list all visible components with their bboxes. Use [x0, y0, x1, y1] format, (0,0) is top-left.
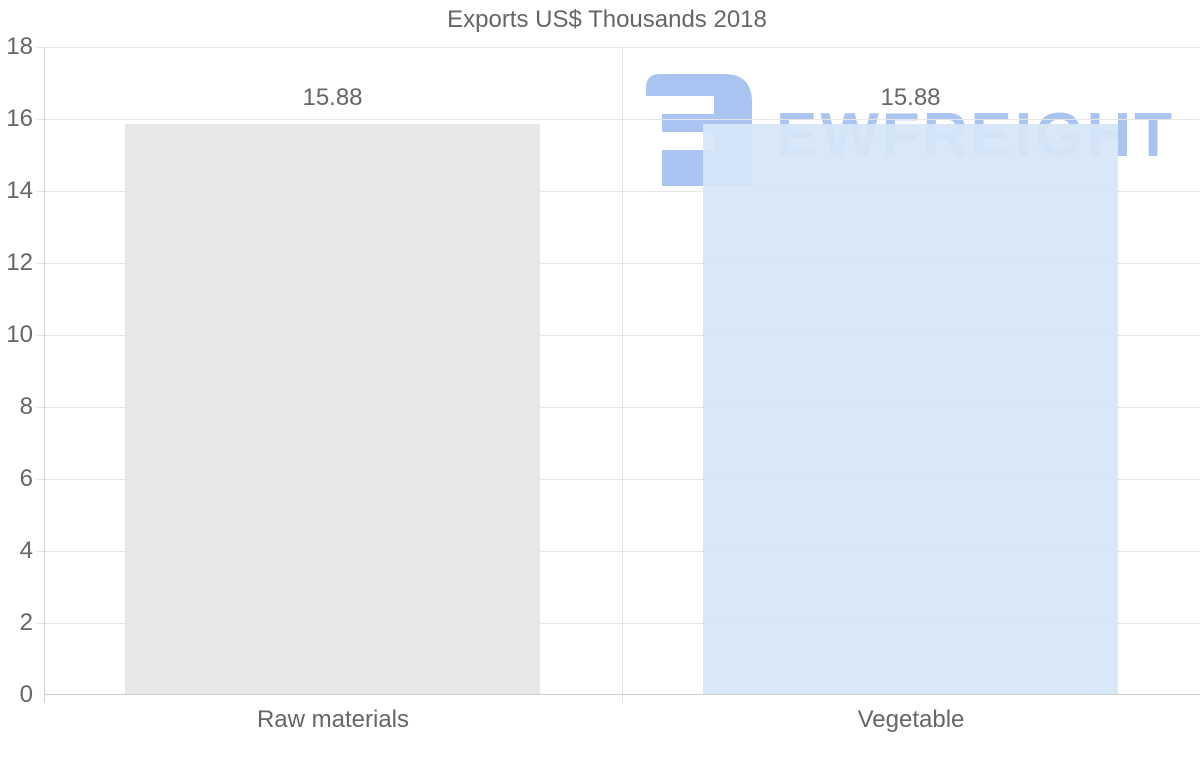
y-tick-2: 2	[19, 609, 33, 636]
bar-raw-materials[interactable]	[125, 124, 540, 695]
y-tick-18: 18	[6, 33, 33, 60]
gridline-12	[36, 263, 1200, 264]
y-tick-6: 6	[19, 465, 33, 492]
chart-title: Exports US$ Thousands 2018	[447, 6, 767, 33]
y-tick-14: 14	[6, 177, 33, 204]
data-label-vegetable: 15.88	[880, 84, 941, 111]
y-tick-12: 12	[6, 249, 33, 276]
gridline-16	[36, 119, 1200, 120]
y-tick-16: 16	[6, 105, 33, 132]
gridline-2	[36, 623, 1200, 624]
y-tick-8: 8	[19, 393, 33, 420]
gridline-14	[36, 191, 1200, 192]
gridline-6	[36, 479, 1200, 480]
gridline-18	[36, 47, 1200, 48]
data-label-raw-materials: 15.88	[302, 84, 363, 111]
y-tick-10: 10	[6, 321, 33, 348]
category-divider	[622, 47, 623, 703]
bar-vegetable[interactable]	[703, 124, 1118, 695]
gridline-4	[36, 551, 1200, 552]
gridline-10	[36, 335, 1200, 336]
x-label-raw-materials: Raw materials	[256, 706, 410, 733]
plot-area	[36, 47, 1200, 703]
x-label-vegetable: Vegetable	[857, 706, 965, 733]
y-tick-4: 4	[19, 537, 33, 564]
gridline-8	[36, 407, 1200, 408]
y-tick-0: 0	[19, 681, 33, 708]
